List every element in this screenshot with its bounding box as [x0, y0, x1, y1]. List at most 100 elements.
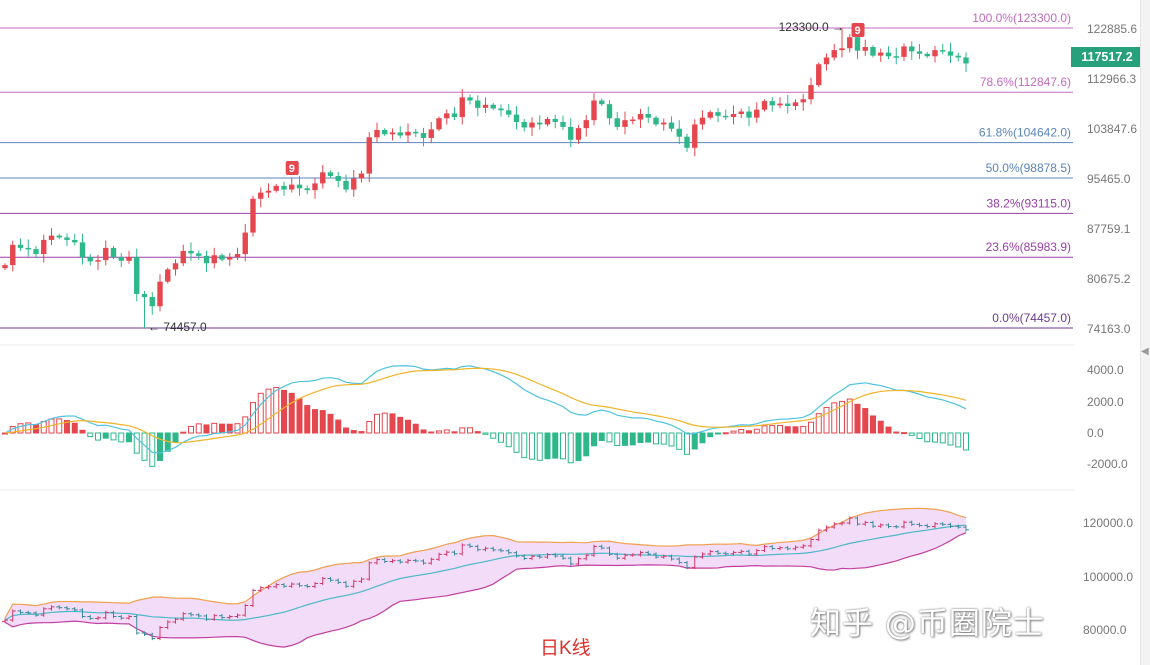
- candle-body: [289, 184, 295, 190]
- macd-histogram-bar: [56, 418, 63, 434]
- candle-body: [583, 120, 589, 129]
- macd-histogram-bar: [901, 432, 907, 435]
- candle-body: [420, 133, 427, 138]
- candle-body: [475, 100, 481, 108]
- candle: [885, 46, 892, 60]
- candle-body: [854, 37, 861, 51]
- candle: [544, 117, 551, 127]
- candle-body: [645, 113, 651, 118]
- macd-histogram-bar: [839, 400, 845, 434]
- candle: [227, 253, 233, 266]
- candle: [599, 98, 605, 107]
- candle: [723, 109, 729, 121]
- fib-label: 50.0%(98878.5): [986, 161, 1071, 175]
- candle-body: [777, 103, 783, 106]
- macd-histogram-bar: [746, 430, 752, 434]
- candle: [366, 132, 372, 183]
- candle: [2, 263, 8, 270]
- macd-histogram-bar: [614, 432, 621, 447]
- macd-histogram-bar: [420, 429, 427, 434]
- candle: [188, 242, 194, 261]
- macd-axis-label: 0.0: [1087, 426, 1104, 440]
- candle: [645, 106, 651, 123]
- macd-histogram-bar: [149, 432, 156, 467]
- macd-histogram-bar: [366, 420, 373, 434]
- candle: [17, 238, 24, 251]
- candle-body: [444, 113, 450, 119]
- candle: [103, 240, 109, 266]
- candle: [637, 108, 644, 128]
- macd-histogram-bar: [312, 409, 318, 434]
- fib-label: 0.0%(74457.0): [992, 311, 1071, 325]
- macd-histogram-bar: [381, 412, 388, 434]
- collapse-arrow-icon[interactable]: ◀: [1141, 346, 1149, 357]
- candle-body: [304, 188, 310, 191]
- candle-body: [529, 122, 535, 128]
- candle-body: [606, 104, 613, 119]
- candle: [444, 109, 450, 125]
- macd-histogram-bar: [738, 428, 745, 434]
- candle: [413, 128, 419, 138]
- candle-body: [955, 55, 961, 58]
- candle: [668, 116, 675, 132]
- scrollbar[interactable]: [1140, 0, 1150, 665]
- macd-histogram-bar: [583, 432, 590, 457]
- macd-dif-line: [4, 365, 967, 454]
- candle-body: [389, 132, 396, 135]
- candle-body: [575, 128, 582, 140]
- candle-body: [684, 136, 690, 148]
- candle-body: [568, 126, 574, 140]
- candle-body: [513, 114, 520, 122]
- macd-histogram-bar: [436, 430, 442, 434]
- candle: [614, 112, 620, 130]
- bollinger-upper-line: [4, 507, 967, 619]
- candle-body: [614, 118, 620, 127]
- candle: [777, 97, 783, 109]
- macd-histogram-bar: [653, 432, 659, 445]
- macd-histogram-bar: [157, 432, 163, 461]
- macd-histogram-bar: [87, 432, 94, 438]
- macd-histogram-bar: [397, 416, 404, 434]
- candle-body: [118, 257, 124, 261]
- candle: [769, 97, 775, 112]
- candle: [196, 250, 202, 260]
- price-axis-label: 95465.0: [1087, 172, 1131, 186]
- candle: [490, 102, 496, 111]
- candle: [389, 128, 396, 141]
- macd-histogram-bar: [110, 432, 117, 441]
- candle: [537, 115, 543, 130]
- td-marker: [285, 161, 299, 175]
- macd-histogram-bar: [939, 432, 946, 444]
- macd-histogram-bar: [405, 419, 411, 434]
- macd-histogram-bar: [660, 432, 667, 445]
- candle-body: [738, 111, 744, 114]
- candle-body: [242, 232, 248, 255]
- macd-histogram-bar: [482, 432, 489, 435]
- candle: [552, 114, 558, 129]
- macd-histogram-bar: [784, 426, 791, 434]
- candle: [467, 94, 473, 105]
- candle-body: [591, 100, 597, 121]
- macd-histogram-bar: [629, 432, 636, 446]
- candle-body: [110, 247, 117, 258]
- macd-histogram-bar: [141, 432, 148, 461]
- macd-histogram-bar: [521, 432, 528, 459]
- candle: [940, 43, 946, 55]
- macd-histogram-bar: [296, 398, 303, 434]
- macd-histogram-bar: [102, 432, 109, 439]
- macd-histogram-bar: [567, 432, 574, 464]
- candle: [800, 94, 806, 111]
- candle: [157, 274, 163, 312]
- candle: [33, 246, 39, 259]
- candle-body: [56, 235, 62, 238]
- candle: [358, 170, 365, 183]
- macd-histogram-bar: [536, 432, 543, 461]
- candle-body: [79, 242, 86, 258]
- candle: [118, 253, 124, 268]
- macd-histogram-bar: [792, 426, 799, 434]
- td-marker-label: 9: [854, 25, 860, 37]
- candle: [296, 176, 303, 196]
- macd-histogram-bar: [412, 423, 419, 434]
- macd-histogram-bar: [327, 413, 334, 434]
